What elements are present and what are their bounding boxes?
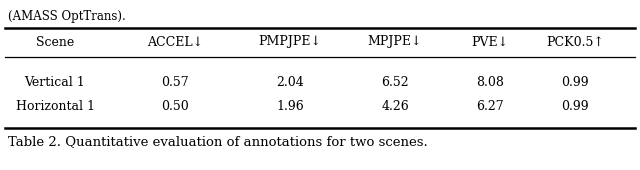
- Text: PCK0.5↑: PCK0.5↑: [546, 36, 604, 48]
- Text: MPJPE↓: MPJPE↓: [368, 36, 422, 48]
- Text: 0.57: 0.57: [161, 75, 189, 89]
- Text: 2.04: 2.04: [276, 75, 304, 89]
- Text: 0.99: 0.99: [561, 100, 589, 114]
- Text: (AMASS OptTrans).: (AMASS OptTrans).: [8, 10, 125, 23]
- Text: 0.99: 0.99: [561, 75, 589, 89]
- Text: 6.52: 6.52: [381, 75, 409, 89]
- Text: 1.96: 1.96: [276, 100, 304, 114]
- Text: 4.26: 4.26: [381, 100, 409, 114]
- Text: Scene: Scene: [36, 36, 74, 48]
- Text: PVE↓: PVE↓: [472, 36, 509, 48]
- Text: PMPJPE↓: PMPJPE↓: [259, 36, 321, 48]
- Text: Table 2. Quantitative evaluation of annotations for two scenes.: Table 2. Quantitative evaluation of anno…: [8, 135, 428, 148]
- Text: ACCEL↓: ACCEL↓: [147, 36, 203, 48]
- Text: 6.27: 6.27: [476, 100, 504, 114]
- Text: 8.08: 8.08: [476, 75, 504, 89]
- Text: 0.50: 0.50: [161, 100, 189, 114]
- Text: Horizontal 1: Horizontal 1: [15, 100, 95, 114]
- Text: Vertical 1: Vertical 1: [24, 75, 85, 89]
